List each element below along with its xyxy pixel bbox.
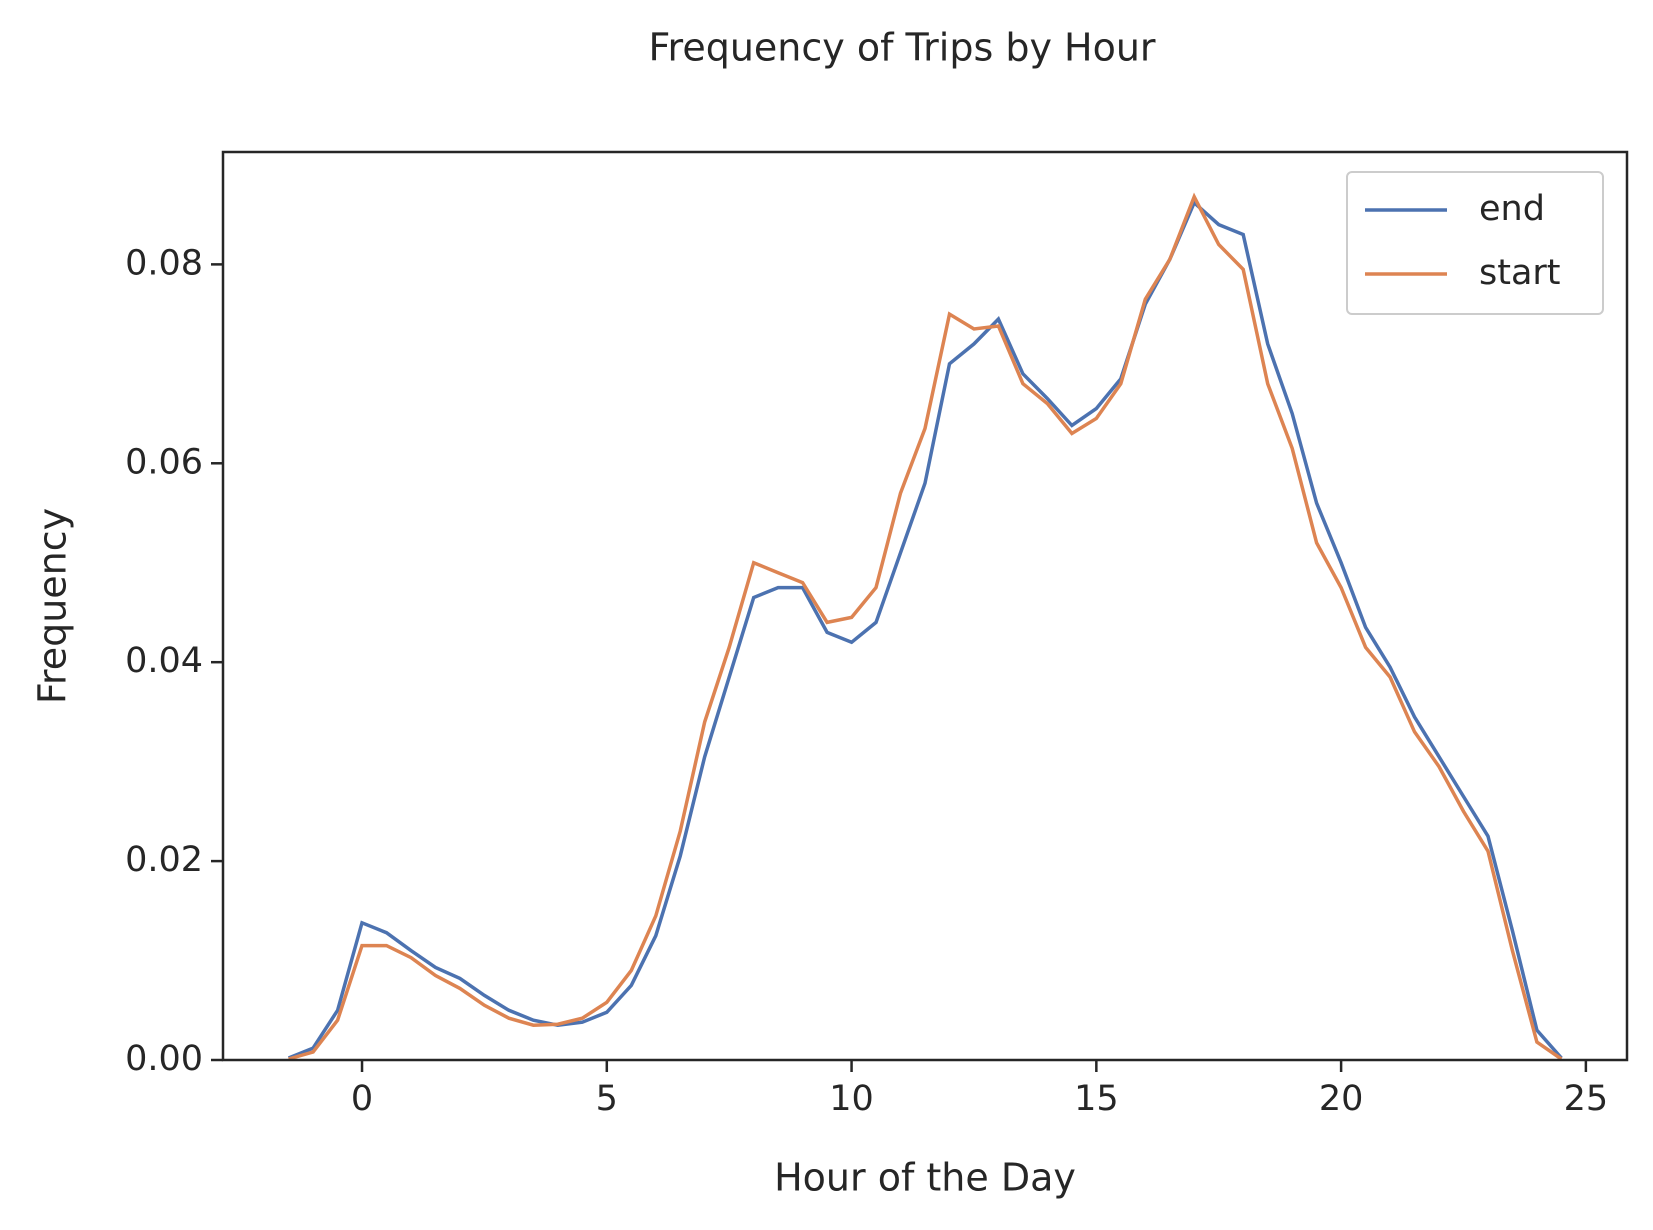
x-tick-label: 15 (1074, 1079, 1119, 1119)
x-tick-label: 20 (1319, 1079, 1364, 1119)
line-series (288, 192, 1563, 1061)
y-tick-label: 0.06 (125, 442, 203, 482)
x-tick-label: 25 (1564, 1079, 1609, 1119)
legend-label: start (1479, 253, 1561, 293)
y-tick-label: 0.00 (125, 1039, 203, 1079)
line-series (287, 199, 1563, 1060)
y-axis-label: Frequency (31, 508, 75, 704)
x-tick-label: 10 (829, 1079, 874, 1119)
chart-title: Frequency of Trips by Hour (648, 26, 1155, 70)
y-tick-label: 0.04 (125, 641, 203, 681)
legend-label: end (1479, 189, 1545, 229)
x-axis-label: Hour of the Day (774, 1156, 1076, 1200)
plot-frame (221, 150, 1629, 1062)
x-tick-label: 5 (596, 1079, 618, 1119)
legend-box (1346, 171, 1604, 315)
y-tick-label: 0.02 (125, 840, 203, 880)
y-tick-label: 0.08 (125, 243, 203, 283)
x-tick-label: 0 (351, 1079, 373, 1119)
